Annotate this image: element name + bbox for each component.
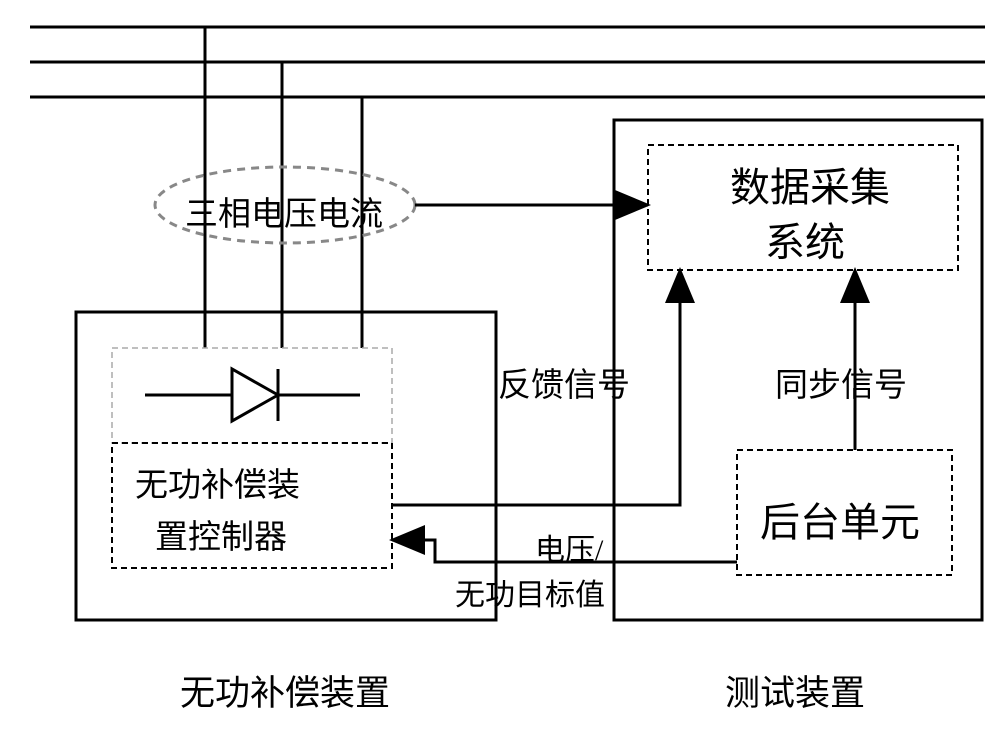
diode-symbol: [145, 369, 360, 421]
controller-label-1: 无功补偿装: [135, 458, 300, 506]
three-phase-label: 三相电压电流: [185, 187, 383, 235]
feedback-signal-label: 反馈信号: [498, 358, 630, 406]
test-device-caption: 测试装置: [725, 665, 865, 716]
voltage-target-label-1: 电压/: [535, 525, 603, 569]
data-acq-label-1: 数据采集: [730, 155, 890, 213]
sync-signal-label: 同步信号: [775, 358, 907, 406]
controller-label-2: 置控制器: [155, 510, 287, 558]
voltage-target-label-2: 无功目标值: [455, 570, 605, 614]
data-acq-label-2: 系统: [765, 210, 845, 268]
comp-device-caption: 无功补偿装置: [180, 665, 390, 716]
backend-unit-label: 后台单元: [760, 490, 920, 548]
